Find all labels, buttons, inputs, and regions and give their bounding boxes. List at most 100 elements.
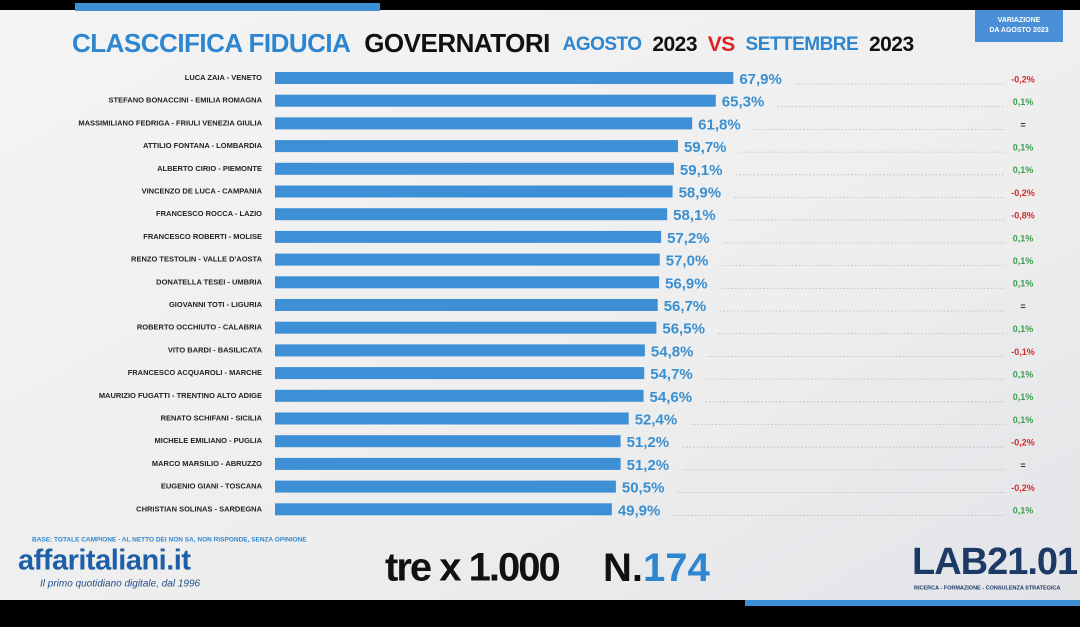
bar xyxy=(275,253,660,266)
category-label: FRANCESCO ROCCA - LAZIO xyxy=(156,209,262,218)
change-label: = xyxy=(1020,301,1025,311)
value-label: 54,7% xyxy=(650,366,693,383)
issue: N.174 xyxy=(603,546,710,590)
series-logo: tre x 1.000 xyxy=(385,546,559,590)
category-label: VINCENZO DE LUCA - CAMPANIA xyxy=(142,186,263,195)
bar xyxy=(275,162,674,175)
change-label: -0,1% xyxy=(1011,347,1035,357)
value-label: 67,9% xyxy=(739,71,782,88)
brand: affaritaliani.it xyxy=(18,545,191,577)
bar xyxy=(275,457,621,470)
change-label: 0,1% xyxy=(1013,415,1034,425)
title-part: 2023 xyxy=(869,33,914,56)
title-part: 2023 xyxy=(652,33,697,56)
top-accent xyxy=(75,3,380,11)
bar xyxy=(275,72,734,84)
category-label: RENATO SCHIFANI - SICILIA xyxy=(161,413,263,422)
value-label: 51,2% xyxy=(627,457,670,474)
value-label: 56,7% xyxy=(664,298,707,315)
value-label: 54,6% xyxy=(650,389,693,406)
lab-tagline: RICERCA - FORMAZIONE - CONSULENZA STRATE… xyxy=(914,585,1060,591)
bottom-accent xyxy=(745,600,1080,606)
value-label: 56,5% xyxy=(662,321,705,338)
bar xyxy=(275,117,693,130)
change-header: VARIAZIONE xyxy=(998,17,1041,24)
category-label: ATTILIO FONTANA - LOMBARDIA xyxy=(143,141,263,150)
bar xyxy=(275,185,673,198)
value-label: 56,9% xyxy=(665,275,708,292)
bar xyxy=(275,435,621,448)
value-label: 50,5% xyxy=(622,480,665,497)
category-label: GIOVANNI TOTI - LIGURIA xyxy=(169,300,263,309)
change-label: 0,1% xyxy=(1013,165,1034,175)
value-label: 57,0% xyxy=(666,253,709,270)
change-label: -0,2% xyxy=(1011,483,1035,493)
category-label: MARCO MARSILIO - ABRUZZO xyxy=(152,459,262,468)
value-label: 58,9% xyxy=(679,184,722,201)
rows: LUCA ZAIA - VENETO 67,9% -0,2% STEFANO BONA… xyxy=(78,71,1034,519)
value-label: 65,3% xyxy=(722,94,765,111)
category-label: DONATELLA TESEI - UMBRIA xyxy=(156,277,262,286)
change-header: DA AGOSTO 2023 xyxy=(989,27,1048,34)
category-label: FRANCESCO ROBERTI - MOLISE xyxy=(143,232,262,241)
title-part: CLASCCIFICA FIDUCIA xyxy=(72,28,351,58)
value-label: 58,1% xyxy=(673,207,716,224)
bar xyxy=(275,321,657,334)
chart-title: CLASCCIFICA FIDUCIA GOVERNATORI AGOSTO 2… xyxy=(72,28,914,58)
change-header-box xyxy=(975,10,1063,42)
change-label: -0,2% xyxy=(1011,438,1035,448)
footnote: BASE: TOTALE CAMPIONE - AL NETTO DEI NON… xyxy=(32,537,307,544)
title-part: AGOSTO xyxy=(563,34,642,55)
bar xyxy=(275,412,629,425)
bar xyxy=(275,208,668,221)
value-label: 59,7% xyxy=(684,139,727,156)
change-label: -0,8% xyxy=(1011,211,1035,221)
bar xyxy=(275,480,616,493)
value-label: 59,1% xyxy=(680,162,723,179)
change-label: -0,2% xyxy=(1011,74,1035,84)
value-label: 54,8% xyxy=(651,343,694,360)
title-part: VS xyxy=(708,33,736,56)
category-label: STEFANO BONACCINI - EMILIA ROMAGNA xyxy=(109,96,263,105)
value-label: 49,9% xyxy=(618,502,661,519)
lab-logo: LAB21.01 xyxy=(912,541,1078,583)
change-label: = xyxy=(1020,120,1025,130)
brand-tagline: Il primo quotidiano digitale, dal 1996 xyxy=(40,579,201,590)
change-label: 0,1% xyxy=(1013,506,1034,516)
title-part: SETTEMBRE xyxy=(746,34,859,55)
category-label: MAURIZIO FUGATTI - TRENTINO ALTO ADIGE xyxy=(99,391,262,400)
change-label: 0,1% xyxy=(1013,324,1034,334)
title-part: GOVERNATORI xyxy=(364,28,550,58)
category-label: VITO BARDI - BASILICATA xyxy=(168,345,263,354)
change-label: -0,2% xyxy=(1011,188,1035,198)
change-label: 0,1% xyxy=(1013,256,1034,266)
change-label: 0,1% xyxy=(1013,97,1034,107)
category-label: LUCA ZAIA - VENETO xyxy=(185,73,262,82)
category-label: FRANCESCO ACQUAROLI - MARCHE xyxy=(128,368,262,377)
value-label: 51,2% xyxy=(627,434,670,451)
bar xyxy=(275,389,644,402)
bar xyxy=(275,344,645,357)
change-label: 0,1% xyxy=(1013,392,1034,402)
bar xyxy=(275,94,716,107)
category-label: RENZO TESTOLIN - VALLE D'AOSTA xyxy=(131,255,263,264)
category-label: CHRISTIAN SOLINAS - SARDEGNA xyxy=(136,504,262,513)
issue-number: 174 xyxy=(643,546,710,590)
category-label: ROBERTO OCCHIUTO - CALABRIA xyxy=(137,323,263,332)
bar xyxy=(275,367,645,380)
value-label: 57,2% xyxy=(667,230,710,247)
change-label: = xyxy=(1020,460,1025,470)
value-label: 61,8% xyxy=(698,116,741,133)
change-label: 0,1% xyxy=(1013,279,1034,289)
category-label: EUGENIO GIANI - TOSCANA xyxy=(161,482,263,491)
bar xyxy=(275,230,662,243)
category-label: MICHELE EMILIANO - PUGLIA xyxy=(155,436,263,445)
issue-prefix: N. xyxy=(603,546,643,590)
bar xyxy=(275,140,678,153)
change-label: 0,1% xyxy=(1013,142,1034,152)
value-label: 52,4% xyxy=(635,411,678,428)
bar xyxy=(275,276,660,289)
category-label: MASSIMILIANO FEDRIGA - FRIULI VENEZIA GI… xyxy=(78,118,262,127)
change-label: 0,1% xyxy=(1013,369,1034,379)
